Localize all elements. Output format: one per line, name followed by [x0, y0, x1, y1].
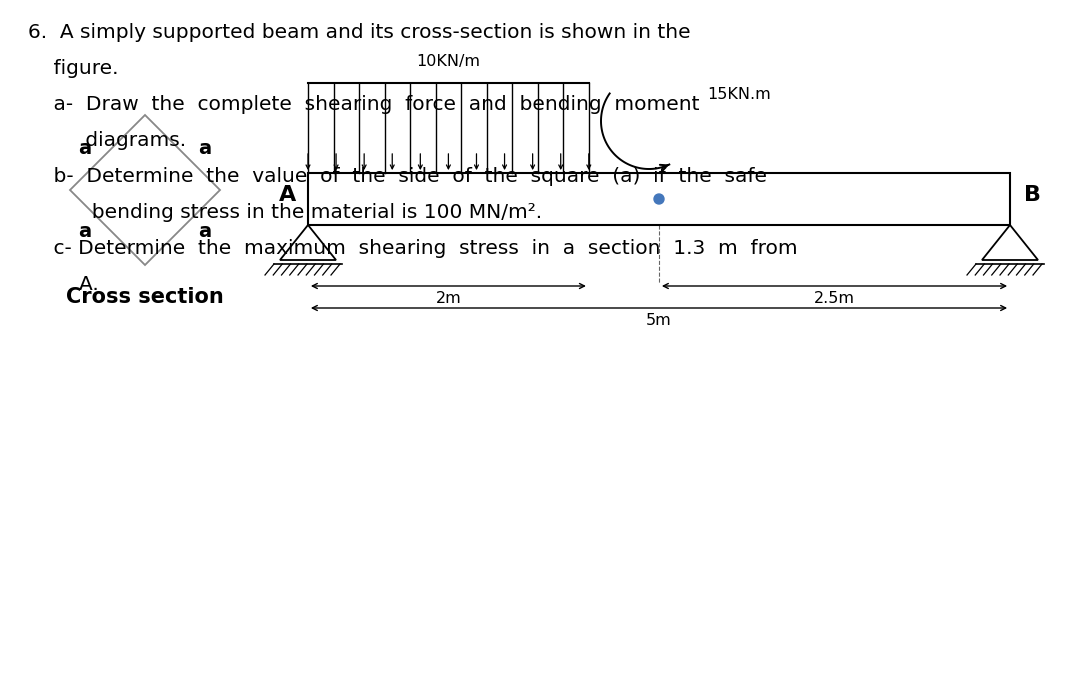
Text: a-  Draw  the  complete  shearing  force  and  bending  moment: a- Draw the complete shearing force and … [28, 95, 700, 114]
Text: 5m: 5m [646, 313, 672, 328]
Text: 2m: 2m [435, 291, 461, 306]
Text: B: B [1024, 185, 1041, 205]
Text: a: a [79, 222, 92, 241]
Circle shape [654, 194, 664, 204]
Text: A.: A. [28, 275, 98, 294]
Text: c- Determine  the  maximum  shearing  stress  in  a  section  1.3  m  from: c- Determine the maximum shearing stress… [28, 239, 798, 258]
Text: diagrams.: diagrams. [28, 131, 186, 150]
Text: bending stress in the material is 100 MN/m².: bending stress in the material is 100 MN… [28, 203, 542, 222]
Text: 10KN/m: 10KN/m [417, 54, 481, 69]
Text: figure.: figure. [28, 59, 119, 78]
Text: a: a [199, 139, 212, 158]
Text: a: a [199, 222, 212, 241]
Text: Cross section: Cross section [66, 287, 224, 307]
Text: 15KN.m: 15KN.m [707, 87, 771, 102]
Text: 2.5m: 2.5m [814, 291, 855, 306]
Text: A: A [279, 185, 296, 205]
Text: a: a [79, 139, 92, 158]
Text: 6.  A simply supported beam and its cross-section is shown in the: 6. A simply supported beam and its cross… [28, 23, 690, 42]
Text: b-  Determine  the  value  of  the  side  of  the  square  (a)  if  the  safe: b- Determine the value of the side of th… [28, 167, 767, 186]
